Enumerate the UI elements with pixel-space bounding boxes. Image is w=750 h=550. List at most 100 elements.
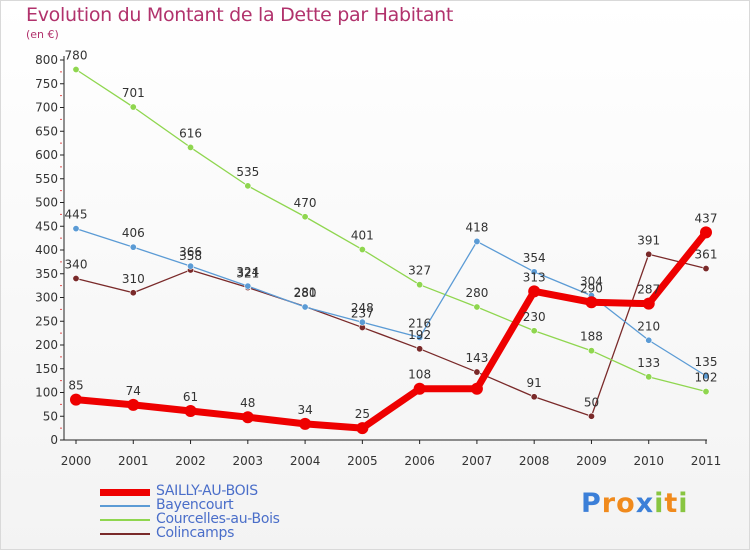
data-point [587, 412, 595, 420]
logo-letter: i [678, 488, 689, 519]
data-label: 324 [236, 265, 259, 279]
data-point [702, 265, 710, 273]
data-label: 248 [351, 301, 374, 315]
y-tick-label: 750 [35, 77, 58, 91]
x-tick-label: 2008 [519, 454, 550, 468]
data-label: 321 [236, 267, 259, 281]
x-tick-label: 2005 [347, 454, 378, 468]
data-point [187, 143, 195, 151]
data-label: 25 [355, 407, 370, 421]
x-tick-label: 2002 [175, 454, 206, 468]
y-tick-label: 200 [35, 338, 58, 352]
data-point [413, 382, 426, 395]
y-tick-label: 350 [35, 267, 58, 281]
data-label: 280 [294, 286, 317, 300]
x-tick-label: 2007 [462, 454, 493, 468]
logo-letter: o [616, 488, 636, 519]
data-point [301, 303, 309, 311]
data-label: 313 [523, 270, 546, 284]
data-label: 188 [580, 330, 603, 344]
data-point [72, 274, 80, 282]
series-line-colincamps [75, 253, 707, 417]
data-point [244, 282, 252, 290]
logo-letter: P [581, 488, 602, 519]
data-point [127, 398, 140, 411]
data-point [473, 368, 481, 376]
logo-letter: r [601, 488, 617, 519]
data-label: 535 [236, 165, 259, 179]
data-label: 358 [179, 249, 202, 263]
legend-swatch [100, 519, 150, 521]
y-tick-label: 150 [35, 362, 58, 376]
data-point [530, 327, 538, 335]
data-point [129, 289, 137, 297]
data-label: 85 [68, 379, 83, 393]
data-label: 133 [637, 356, 660, 370]
y-tick-label: 500 [35, 196, 58, 210]
data-label: 74 [126, 384, 141, 398]
data-label: 361 [695, 248, 718, 262]
data-point [299, 417, 312, 430]
data-label: 616 [179, 126, 202, 140]
data-point [187, 262, 195, 270]
data-label: 437 [695, 211, 718, 225]
data-point [642, 297, 655, 310]
data-point [70, 393, 82, 406]
data-point [530, 268, 538, 276]
data-point [416, 281, 424, 289]
data-label: 192 [408, 328, 431, 342]
y-tick-label: 0 [50, 433, 58, 447]
y-tick-label: 300 [35, 291, 58, 305]
data-point [473, 237, 481, 245]
y-tick-label: 50 [43, 409, 58, 423]
data-point [129, 243, 137, 251]
data-label: 310 [122, 272, 145, 286]
data-point [528, 285, 541, 298]
data-label: 470 [294, 196, 317, 210]
data-label: 102 [695, 371, 718, 385]
data-point [358, 318, 366, 326]
data-label: 304 [580, 275, 603, 289]
data-label: 91 [527, 376, 542, 390]
data-point [416, 345, 424, 353]
data-label: 406 [122, 226, 145, 240]
data-point [470, 382, 483, 395]
y-tick-label: 400 [35, 243, 58, 257]
data-point [301, 213, 309, 221]
data-point [72, 66, 80, 74]
data-point [473, 303, 481, 311]
data-point [530, 393, 538, 401]
data-point [244, 182, 252, 190]
data-label: 327 [408, 264, 431, 278]
legend-label: Courcelles-au-Bois [156, 511, 280, 527]
data-point [585, 296, 598, 309]
legend-swatch [100, 505, 150, 507]
legend-label: Bayencourt [156, 497, 234, 513]
data-label: 61 [183, 390, 198, 404]
data-label: 135 [695, 355, 718, 369]
data-label: 230 [523, 310, 546, 324]
y-tick-label: 450 [35, 219, 58, 233]
y-tick-label: 800 [35, 53, 58, 67]
data-label: 287 [637, 283, 660, 297]
data-point [645, 373, 653, 381]
logo-letter: t [664, 488, 679, 519]
logo-letter: i [654, 488, 665, 519]
logo-letter: x [635, 488, 655, 519]
y-tick-label: 700 [35, 101, 58, 115]
data-label: 34 [297, 403, 312, 417]
y-tick-label: 600 [35, 148, 58, 162]
data-point [645, 336, 653, 344]
data-label: 701 [122, 86, 145, 100]
x-tick-label: 2000 [61, 454, 92, 468]
proxiti-logo: Proxiti [581, 488, 689, 519]
data-point [241, 411, 254, 424]
y-tick-label: 650 [35, 124, 58, 138]
y-tick-label: 550 [35, 172, 58, 186]
data-point [416, 333, 424, 341]
legend-swatch [100, 489, 150, 496]
data-point [184, 405, 197, 418]
x-tick-label: 2001 [118, 454, 149, 468]
